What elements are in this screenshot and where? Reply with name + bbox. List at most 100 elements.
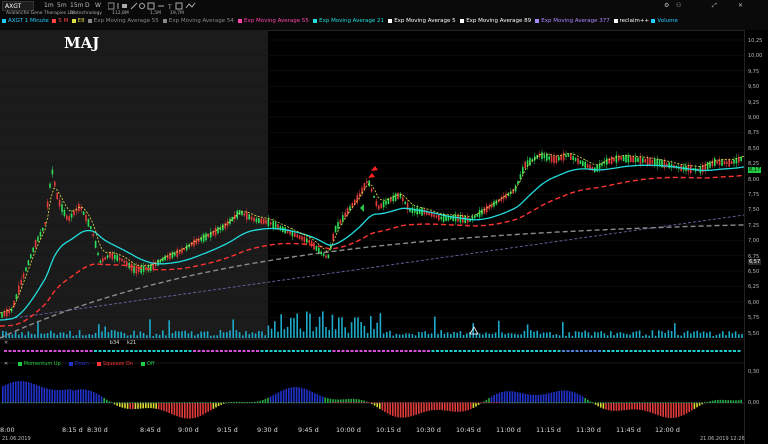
trend-dot	[121, 350, 124, 352]
squeeze-dot	[363, 402, 365, 403]
price-axis[interactable]: 6,57 8,17 0,30 0,00 10,25 10,00 9,75 9,50 9,…	[744, 30, 768, 444]
volume-bar	[632, 332, 634, 338]
histogram-bar	[373, 403, 376, 406]
histogram-bar	[438, 403, 441, 410]
trend-dot	[737, 350, 741, 352]
squeeze-dot	[30, 402, 32, 403]
mid-legend-close-icon[interactable]: ✕	[4, 340, 9, 346]
trend-dot	[314, 350, 318, 352]
squeeze-dot	[631, 402, 633, 403]
trend-dot	[458, 350, 462, 352]
squeeze-dot	[462, 402, 464, 403]
indicator-legend-item[interactable]: 5 M	[52, 16, 68, 26]
volume-bar	[98, 324, 100, 338]
candle-body	[634, 157, 637, 163]
volume-bar	[325, 327, 327, 338]
time-axis[interactable]: 8:00 8:15 d 8:30 d 8:45 d 9:00 d 9:15 d 9:30 d…	[0, 424, 744, 436]
volume-bar	[584, 330, 586, 338]
volume-bar	[523, 330, 526, 338]
osc-legend-close-icon[interactable]: ✕	[4, 361, 9, 367]
indicator-legend-item[interactable]: E8	[71, 16, 85, 26]
candle-body	[586, 164, 589, 168]
candle-body	[702, 164, 704, 173]
trend-dot	[454, 350, 457, 352]
volume-bar	[120, 331, 122, 338]
trend-dot	[494, 350, 498, 352]
volume-bar	[504, 334, 506, 338]
indicator-legend-item[interactable]: Exp Moving Average 54	[162, 16, 234, 26]
volume-bar	[261, 331, 263, 338]
volume-bar	[427, 333, 430, 338]
symbol-input[interactable]: AXGT	[2, 1, 34, 11]
squeeze-dot	[592, 402, 594, 403]
volume-bar	[693, 331, 695, 338]
volume-bar	[165, 335, 167, 338]
squeeze-dot	[48, 402, 50, 403]
trend-dot	[692, 350, 696, 352]
timeframe-button-5m[interactable]: 5m	[57, 2, 67, 9]
timeframe-button-15m[interactable]: 15m	[70, 2, 84, 9]
indicator-color-swatch	[162, 18, 167, 23]
candle-body	[135, 265, 138, 274]
candle-body	[13, 300, 15, 308]
indicator-legend-item[interactable]: Exp Moving Average 89	[460, 16, 531, 26]
time-axis-label: 9:45 d	[298, 426, 319, 434]
histogram-bar	[662, 403, 664, 417]
histogram-bar	[509, 391, 511, 403]
trend-dot	[197, 350, 201, 352]
time-axis-label: 10:45 d	[456, 426, 481, 434]
osc-legend-item[interactable]: Off	[140, 361, 154, 367]
link-icon[interactable]: ⚇	[676, 2, 682, 9]
trend-dot	[278, 350, 282, 352]
trend-dot	[89, 350, 93, 352]
price-chart[interactable]	[0, 30, 744, 424]
candle-body	[94, 240, 97, 248]
candle-body	[32, 247, 34, 252]
candle-body	[721, 159, 723, 166]
indicator-legend-item[interactable]: Volume	[651, 16, 678, 26]
indicator-legend-item[interactable]: reclaim++	[613, 16, 649, 26]
trend-dot	[283, 350, 286, 352]
histogram-bar	[358, 399, 360, 403]
indicator-legend-item[interactable]: AXGT 1 Minute	[2, 16, 49, 26]
squeeze-dot	[38, 402, 40, 403]
squeeze-dot	[685, 402, 687, 403]
squeeze-dot	[337, 402, 339, 403]
settings-icon[interactable]: ⚙	[664, 2, 670, 9]
candle-body	[226, 221, 229, 226]
candle-body	[438, 214, 440, 221]
timeframe-button-d[interactable]: D	[85, 2, 90, 9]
trend-dot	[656, 350, 660, 352]
indicator-legend-item[interactable]: Exp Moving Average 55	[238, 16, 309, 26]
candle-body	[704, 163, 706, 171]
indicator-legend-item[interactable]: Exp Moving Average 377	[535, 16, 610, 26]
timeframe-button-w[interactable]: W	[95, 2, 101, 9]
volume-bar	[194, 335, 196, 338]
osc-legend-item[interactable]: Momentum Up	[17, 361, 61, 367]
squeeze-dot	[542, 402, 544, 403]
volume-bar	[328, 329, 330, 338]
indicator-legend-item[interactable]: Exp Moving Average 5	[388, 16, 456, 26]
histogram-bar	[532, 394, 534, 403]
close-icon[interactable]: ✕	[738, 2, 744, 9]
squeeze-dot	[444, 402, 445, 403]
indicator-legend-item[interactable]: Exp Moving Average 21	[313, 16, 384, 26]
candle-body	[186, 245, 188, 250]
volume-bar	[731, 333, 734, 338]
volume-bar	[430, 333, 433, 338]
osc-legend-item[interactable]: Squeeze On	[96, 361, 133, 367]
squeeze-dot	[254, 402, 256, 403]
timeframe-button-1m[interactable]: 1m	[44, 2, 54, 9]
histogram-bar	[100, 396, 103, 403]
fullscreen-icon[interactable]: ⤢	[712, 2, 717, 9]
indicator-legend-item[interactable]: Exp Moving Average 55	[87, 16, 159, 26]
osc-legend-item[interactable]: Down	[68, 361, 89, 367]
volume-bar	[440, 330, 442, 338]
trend-dot	[571, 350, 574, 352]
candle-body	[450, 216, 452, 220]
price-axis-label: 10,00	[748, 53, 763, 60]
histogram-bar	[165, 403, 168, 412]
squeeze-dot	[633, 402, 635, 403]
squeeze-dot	[61, 402, 63, 403]
squeeze-dot	[654, 402, 656, 403]
